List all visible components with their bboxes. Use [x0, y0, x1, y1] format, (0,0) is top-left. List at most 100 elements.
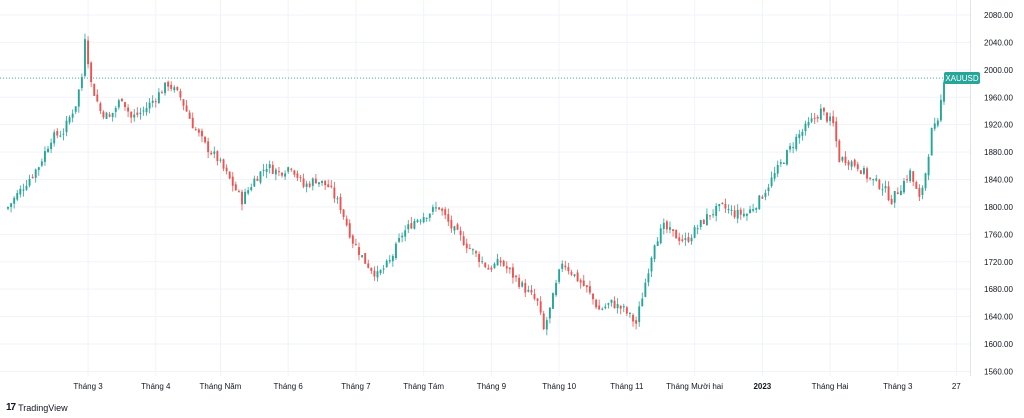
candle: [136, 107, 139, 118]
last-price-tag[interactable]: XAUUSD: [944, 72, 980, 85]
candle: [419, 218, 422, 225]
candle-body: [524, 283, 527, 293]
candle: [844, 151, 847, 166]
x-tick-label: Tháng 10: [542, 382, 576, 391]
candle: [241, 189, 243, 211]
candle: [173, 85, 176, 93]
candle: [22, 183, 25, 197]
candle: [687, 232, 690, 244]
candle-body: [468, 248, 471, 250]
candle-body: [927, 156, 930, 176]
last-price-tag-label: XAUUSD: [945, 74, 979, 83]
candle: [228, 171, 231, 180]
candle: [84, 33, 86, 78]
candle-body: [515, 275, 517, 278]
candle: [7, 206, 9, 211]
candle: [10, 202, 13, 213]
candle: [379, 269, 382, 276]
candle-body: [718, 204, 721, 207]
candle: [826, 111, 828, 124]
candle: [804, 120, 807, 136]
candle-body: [767, 187, 770, 191]
candle: [773, 166, 776, 182]
candle: [56, 128, 59, 139]
candle-body: [71, 113, 74, 118]
candle-body: [333, 187, 336, 199]
candle-body: [678, 237, 681, 241]
candle: [601, 307, 604, 311]
candle: [693, 224, 696, 239]
candle-body: [641, 298, 644, 307]
candle: [702, 219, 705, 225]
candle: [776, 160, 779, 178]
candle-body: [388, 260, 391, 262]
candle: [394, 241, 397, 260]
candle: [114, 105, 117, 118]
candle-body: [444, 209, 447, 216]
candle: [899, 185, 902, 196]
candle-body: [222, 159, 225, 169]
candle: [373, 266, 376, 281]
candle: [284, 170, 287, 180]
x-tick-label: Tháng 3: [883, 382, 913, 391]
candle: [918, 184, 921, 202]
candle-body: [939, 99, 942, 121]
candle-body: [736, 209, 739, 219]
candle-body: [770, 177, 773, 187]
candle-body: [561, 263, 564, 269]
candle: [755, 207, 758, 213]
candle: [887, 181, 890, 202]
candle-body: [435, 207, 437, 209]
candle: [881, 183, 884, 196]
candle: [431, 204, 434, 215]
candle-body: [16, 193, 19, 200]
candle: [792, 142, 795, 154]
candle: [536, 298, 539, 306]
candle: [277, 166, 280, 177]
candle: [302, 173, 305, 189]
candle-body: [354, 244, 357, 246]
candle: [47, 145, 49, 153]
candle: [333, 181, 336, 203]
candle-body: [391, 255, 394, 262]
candle-body: [518, 277, 521, 287]
candle-body: [936, 120, 939, 126]
candle-body: [859, 170, 862, 174]
candle: [385, 259, 388, 269]
candle: [875, 174, 878, 182]
candle: [924, 172, 927, 192]
candle: [884, 180, 887, 193]
candle: [416, 218, 419, 223]
candle: [939, 94, 942, 123]
candle: [213, 146, 216, 159]
candle: [105, 111, 108, 119]
candle-body: [7, 207, 9, 209]
candle: [256, 175, 259, 181]
candle: [552, 292, 554, 309]
candles: [7, 33, 945, 336]
candle: [179, 88, 182, 101]
candle: [219, 157, 222, 163]
candle: [145, 102, 148, 116]
x-tick-label: Tháng 4: [141, 382, 171, 391]
y-tick-label: 1800.00: [984, 203, 1013, 212]
candle-body: [521, 282, 524, 287]
candle-body: [826, 112, 828, 122]
candle-body: [201, 130, 203, 137]
candle-body: [84, 39, 86, 76]
candle-body: [869, 177, 872, 179]
grid: [0, 0, 970, 376]
candle: [204, 136, 207, 144]
candle-body: [336, 198, 339, 200]
tradingview-branding[interactable]: 17 TradingView: [6, 402, 68, 413]
x-tick-label: Tháng Hai: [812, 382, 849, 391]
candle-body: [164, 82, 166, 94]
candle: [530, 285, 533, 296]
candle: [207, 137, 210, 159]
candle-body: [277, 171, 280, 173]
candle-body: [558, 269, 561, 282]
candle-body: [555, 282, 558, 296]
x-axis: Tháng 3 Tháng 4 Tháng Năm Tháng 6 Tháng 7 Thá…: [73, 382, 961, 391]
candle: [99, 101, 102, 115]
